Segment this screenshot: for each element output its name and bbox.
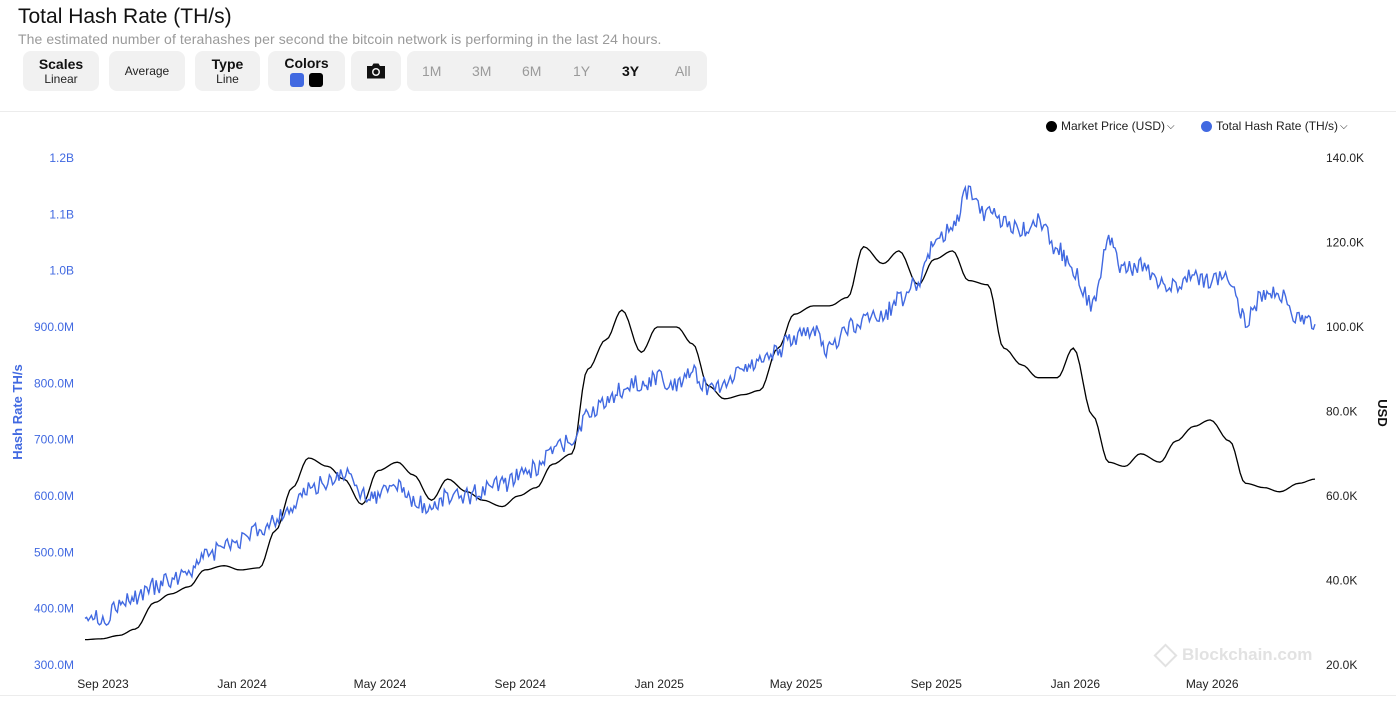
price-series-line [85, 245, 1316, 641]
y-left-axis-label: Hash Rate TH/s [10, 364, 25, 459]
hash-rate-series-line [84, 184, 1316, 627]
range-1m[interactable]: 1M [422, 63, 442, 79]
hash-color-swatch[interactable] [290, 72, 304, 87]
x-tick-label: May 2026 [1186, 677, 1239, 691]
average-label: Average [124, 64, 170, 78]
header-divider [0, 111, 1396, 112]
y-left-tick-label: 1.1B [49, 207, 74, 221]
camera-icon [367, 63, 385, 79]
x-tick-label: Jan 2025 [635, 677, 685, 691]
x-tick-label: May 2024 [354, 677, 407, 691]
y-left-tick-label: 1.0B [49, 264, 74, 278]
range-3y[interactable]: 3Y [622, 63, 640, 79]
range-1y[interactable]: 1Y [573, 63, 591, 79]
y-left-tick-label: 300.0M [34, 658, 74, 672]
y-left-tick-label: 700.0M [34, 433, 74, 447]
y-right-tick-label: 40.0K [1326, 574, 1357, 588]
legend-hash-label: Total Hash Rate (TH/s) [1216, 119, 1339, 133]
x-tick-label: Sep 2025 [911, 677, 963, 691]
screenshot-button[interactable] [351, 51, 401, 91]
type-value: Line [216, 71, 239, 86]
footer-divider [0, 695, 1396, 696]
y-right-tick-label: 100.0K [1326, 320, 1364, 334]
y-right-tick-label: 120.0K [1326, 236, 1364, 250]
page-subtitle: The estimated number of terahashes per s… [18, 31, 662, 47]
range-3m[interactable]: 3M [472, 63, 492, 79]
y-right-axis-label: USD [1375, 399, 1390, 426]
colors-label: Colors [284, 54, 329, 71]
x-tick-label: Sep 2024 [495, 677, 547, 691]
type-button[interactable]: Type Line [195, 51, 260, 91]
scales-label: Scales [38, 55, 84, 72]
time-range-selector: 1M 3M 6M 1Y 3Y All [407, 51, 707, 91]
y-left-tick-label: 900.0M [34, 320, 74, 334]
y-left-tick-label: 500.0M [34, 545, 74, 559]
chevron-down-icon: ⌵ [1167, 120, 1175, 132]
colors-button[interactable]: Colors [268, 51, 345, 91]
y-left-axis: 1.2B 1.1B 1.0B 900.0M 800.0M 700.0M 600.0M 500.… [34, 151, 74, 672]
y-right-tick-label: 80.0K [1326, 405, 1357, 419]
chevron-down-icon: ⌵ [1340, 120, 1348, 132]
y-left-tick-label: 600.0M [34, 489, 74, 503]
legend-hash-dot [1201, 120, 1212, 132]
x-tick-label: Jan 2026 [1051, 677, 1101, 691]
page-title: Total Hash Rate (TH/s) [18, 5, 232, 28]
x-tick-label: May 2025 [770, 677, 823, 691]
scales-button[interactable]: Scales Linear [23, 51, 99, 91]
price-color-swatch[interactable] [309, 72, 323, 87]
watermark-text: Blockchain.com [1182, 645, 1313, 664]
range-6m[interactable]: 6M [522, 63, 542, 79]
y-right-tick-label: 20.0K [1326, 658, 1357, 672]
y-left-tick-label: 1.2B [49, 151, 74, 165]
legend-item-price[interactable]: Market Price (USD) ⌵ [1046, 119, 1175, 133]
x-tick-label: Jan 2024 [217, 677, 267, 691]
legend-price-dot [1046, 120, 1057, 132]
average-button[interactable]: Average [109, 51, 185, 91]
watermark: Blockchain.com [1153, 642, 1313, 668]
y-right-axis: 140.0K 120.0K 100.0K 80.0K 60.0K 40.0K 20.0K [1326, 151, 1364, 672]
y-right-tick-label: 140.0K [1326, 151, 1364, 165]
y-right-tick-label: 60.0K [1326, 489, 1357, 503]
scales-value: Linear [44, 71, 78, 86]
range-all[interactable]: All [675, 63, 691, 79]
x-axis: Sep 2023 Jan 2024 May 2024 Sep 2024 Jan 2025… [77, 677, 1239, 691]
legend-price-label: Market Price (USD) [1061, 119, 1166, 133]
type-label: Type [211, 55, 244, 72]
legend-item-hash[interactable]: Total Hash Rate (TH/s) ⌵ [1201, 119, 1348, 133]
y-left-tick-label: 800.0M [34, 376, 74, 390]
y-left-tick-label: 400.0M [34, 602, 74, 616]
blockchain-logo-icon [1153, 642, 1178, 668]
x-tick-label: Sep 2023 [77, 677, 129, 691]
